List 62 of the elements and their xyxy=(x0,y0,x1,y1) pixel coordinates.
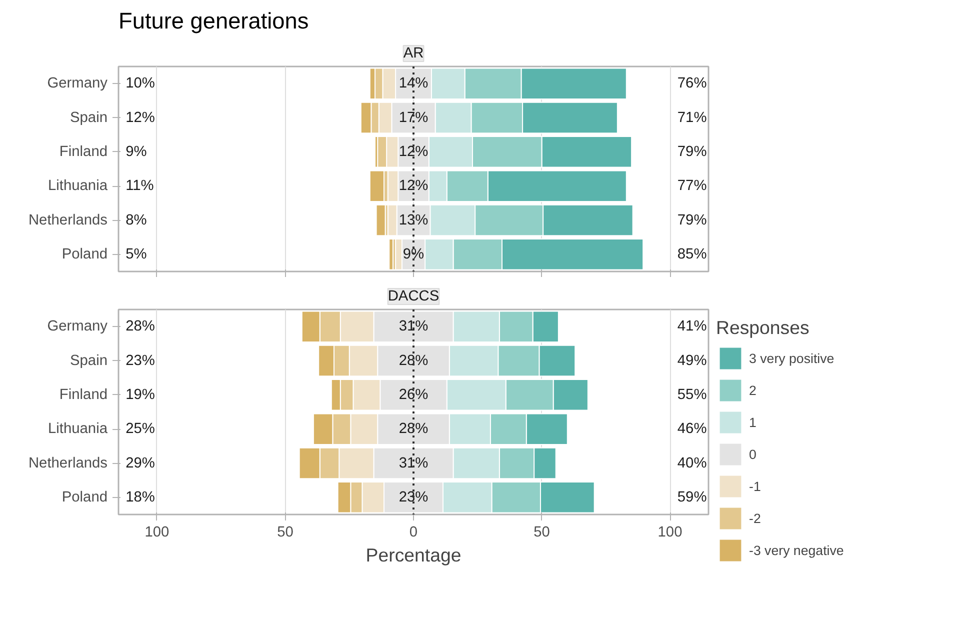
annotation: 18% xyxy=(126,489,155,506)
chart-title: DACCS xyxy=(388,288,440,304)
legend-label: 2 xyxy=(749,382,758,398)
x-axis-title: Percentage xyxy=(366,544,462,566)
annotation: 9% xyxy=(126,144,147,160)
annotation: 29% xyxy=(126,455,155,472)
annotation: 28% xyxy=(398,352,428,369)
legend-label: -1 xyxy=(749,478,762,494)
x-tick-label: 100 xyxy=(144,524,170,540)
annotation: 76% xyxy=(677,76,707,92)
annotation: 9% xyxy=(402,246,424,262)
annotation: 19% xyxy=(126,386,155,403)
annotation: 17% xyxy=(398,110,428,126)
annotation: 40% xyxy=(677,455,707,472)
legend-label: -2 xyxy=(749,510,762,526)
annotation: 31% xyxy=(398,455,428,472)
annotation: 10% xyxy=(126,76,155,92)
annotation: 77% xyxy=(677,178,707,194)
chart-title: Future generations xyxy=(118,8,309,34)
annotation: 85% xyxy=(677,246,707,262)
annotation: 12% xyxy=(398,144,428,160)
y-tick-label: Finland xyxy=(59,144,108,160)
annotation: 79% xyxy=(677,144,707,160)
y-tick-label: Spain xyxy=(70,352,108,369)
annotation: 46% xyxy=(677,421,707,438)
x-tick-label: 100 xyxy=(658,524,682,540)
y-tick-label: Lithuania xyxy=(48,421,108,438)
annotation: 49% xyxy=(677,352,707,369)
annotation: 31% xyxy=(398,318,428,335)
legend-title: Responses xyxy=(716,317,810,339)
annotation: 28% xyxy=(126,318,155,335)
annotation: 11% xyxy=(126,178,154,194)
y-tick-label: Netherlands xyxy=(28,455,108,472)
annotation: 59% xyxy=(677,489,707,506)
y-tick-label: Finland xyxy=(59,386,108,403)
legend-label: -3 very negative xyxy=(749,542,844,558)
legend-label: 0 xyxy=(749,446,758,462)
y-tick-label: Poland xyxy=(62,489,108,506)
x-tick-label: 50 xyxy=(277,524,294,540)
annotation: 55% xyxy=(677,386,707,403)
annotation: 25% xyxy=(126,421,155,438)
chart-subtitle: AR xyxy=(403,46,424,62)
annotation: 5% xyxy=(126,246,147,262)
annotation: 12% xyxy=(126,110,155,126)
annotation: 79% xyxy=(677,212,707,228)
annotation: 23% xyxy=(398,489,428,506)
y-tick-label: Germany xyxy=(47,318,108,335)
y-tick-label: Germany xyxy=(47,76,108,92)
y-tick-label: Netherlands xyxy=(28,212,108,228)
legend-label: 3 very positive xyxy=(749,350,834,366)
annotation: 71% xyxy=(677,110,707,126)
x-tick-label: 50 xyxy=(534,524,550,540)
y-tick-label: Spain xyxy=(70,110,108,126)
annotation: 23% xyxy=(126,352,155,369)
y-tick-label: Poland xyxy=(62,246,108,262)
x-tick-label: 0 xyxy=(409,524,418,540)
annotation: 26% xyxy=(398,386,428,403)
annotation: 41% xyxy=(677,318,707,335)
legend-label: 1 xyxy=(749,414,758,430)
annotation: 8% xyxy=(126,212,147,228)
annotation: 12% xyxy=(398,178,428,194)
y-tick-label: Lithuania xyxy=(48,178,108,194)
